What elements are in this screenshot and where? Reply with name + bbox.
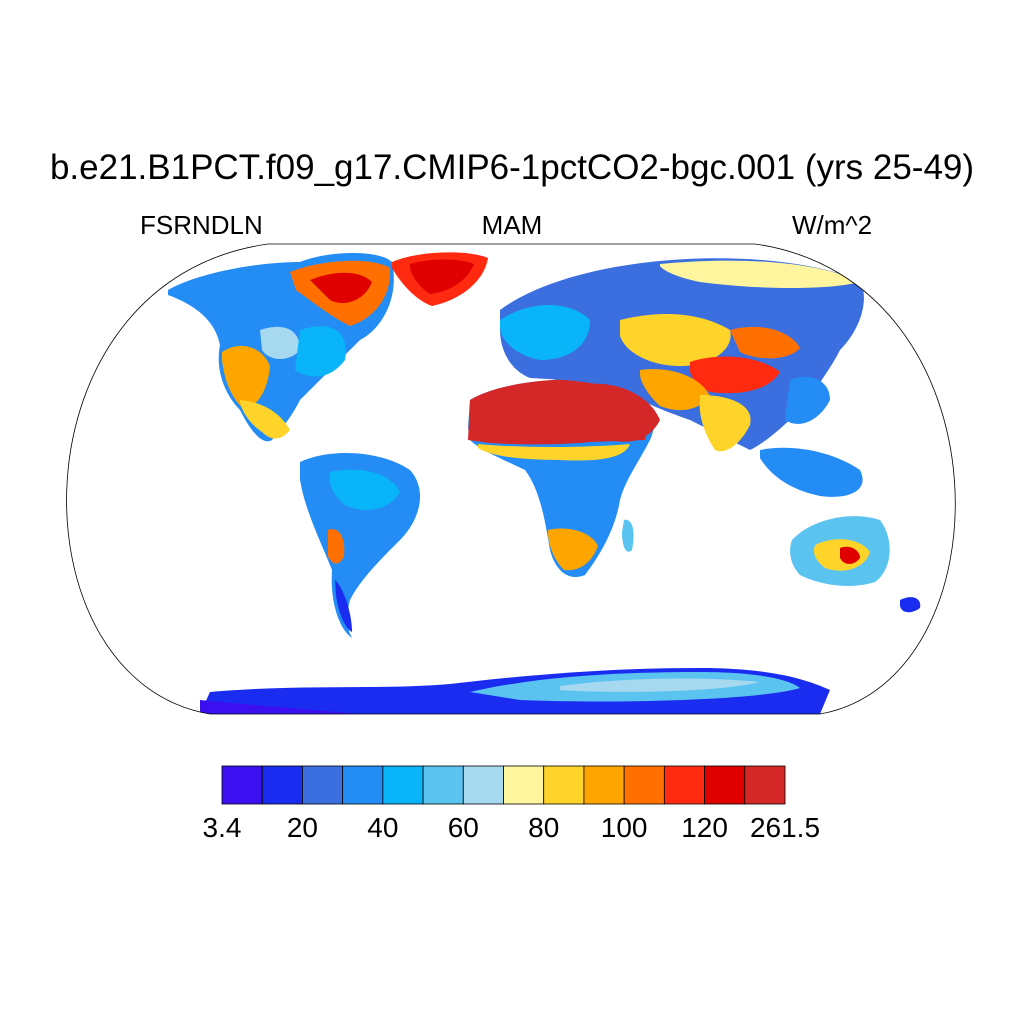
colorbar-swatch bbox=[663, 765, 705, 805]
colorbar-swatch bbox=[543, 765, 585, 805]
europe bbox=[500, 305, 590, 360]
us-west-dry bbox=[222, 345, 270, 410]
new-zealand bbox=[900, 597, 921, 613]
mongolia bbox=[730, 326, 800, 359]
colorbar-swatch bbox=[382, 765, 424, 805]
greenland-core bbox=[410, 259, 474, 294]
iran-pakistan bbox=[640, 369, 710, 411]
colorbar-tick-label: 60 bbox=[447, 812, 479, 843]
colorbar-swatch bbox=[342, 765, 384, 805]
colorbar-swatch bbox=[503, 765, 545, 805]
colorbar-swatch bbox=[261, 765, 303, 805]
siberia-north bbox=[660, 260, 860, 288]
patagonia bbox=[335, 580, 352, 632]
us-central-light bbox=[260, 326, 300, 359]
colorbar-tick-label: 3.4 bbox=[202, 812, 242, 843]
colorbar-swatch bbox=[462, 765, 504, 805]
central-asia-yellow bbox=[620, 314, 731, 366]
madagascar bbox=[622, 519, 634, 552]
antarctica-edge bbox=[200, 700, 360, 714]
season-label: MAM bbox=[481, 210, 543, 240]
amazon bbox=[329, 469, 400, 511]
variable-name: FSRNDLN bbox=[140, 210, 263, 240]
colorbar-tick-label: 120 bbox=[681, 812, 728, 843]
colorbar-tick-label: 100 bbox=[600, 812, 648, 843]
colorbar-swatch bbox=[221, 765, 263, 805]
colorbar-swatch bbox=[583, 765, 625, 805]
colorbar-tick-label: 261.5 bbox=[749, 812, 821, 843]
east-asia bbox=[785, 376, 830, 424]
units-label: W/m^2 bbox=[792, 210, 873, 240]
india bbox=[699, 395, 751, 452]
us-east bbox=[295, 326, 346, 377]
colorbar-swatch bbox=[623, 765, 665, 805]
colorbar-tick-label: 40 bbox=[367, 812, 399, 843]
colorbar-tick-label: 80 bbox=[528, 812, 560, 843]
se-asia bbox=[760, 447, 863, 497]
colorbar-swatch bbox=[744, 765, 786, 805]
southern-africa bbox=[548, 528, 598, 571]
tibet-red bbox=[689, 356, 780, 394]
globe-outline bbox=[66, 243, 956, 715]
land-shading bbox=[168, 252, 921, 714]
plot-title: b.e21.B1PCT.f09_g17.CMIP6-1pctCO2-bgc.00… bbox=[49, 148, 975, 187]
colorbar-tick-label: 20 bbox=[286, 812, 318, 843]
colorbar-swatch bbox=[704, 765, 746, 805]
arabia bbox=[590, 383, 660, 442]
andes-dry bbox=[328, 529, 345, 564]
canada-shield-dark bbox=[310, 272, 372, 304]
mexico bbox=[240, 400, 290, 439]
colorbar bbox=[221, 765, 786, 805]
australia-center bbox=[840, 546, 860, 564]
colorbar-swatch bbox=[302, 765, 344, 805]
sahel bbox=[478, 444, 630, 461]
colorbar-swatch bbox=[422, 765, 464, 805]
antarctica-plateau bbox=[560, 678, 760, 692]
